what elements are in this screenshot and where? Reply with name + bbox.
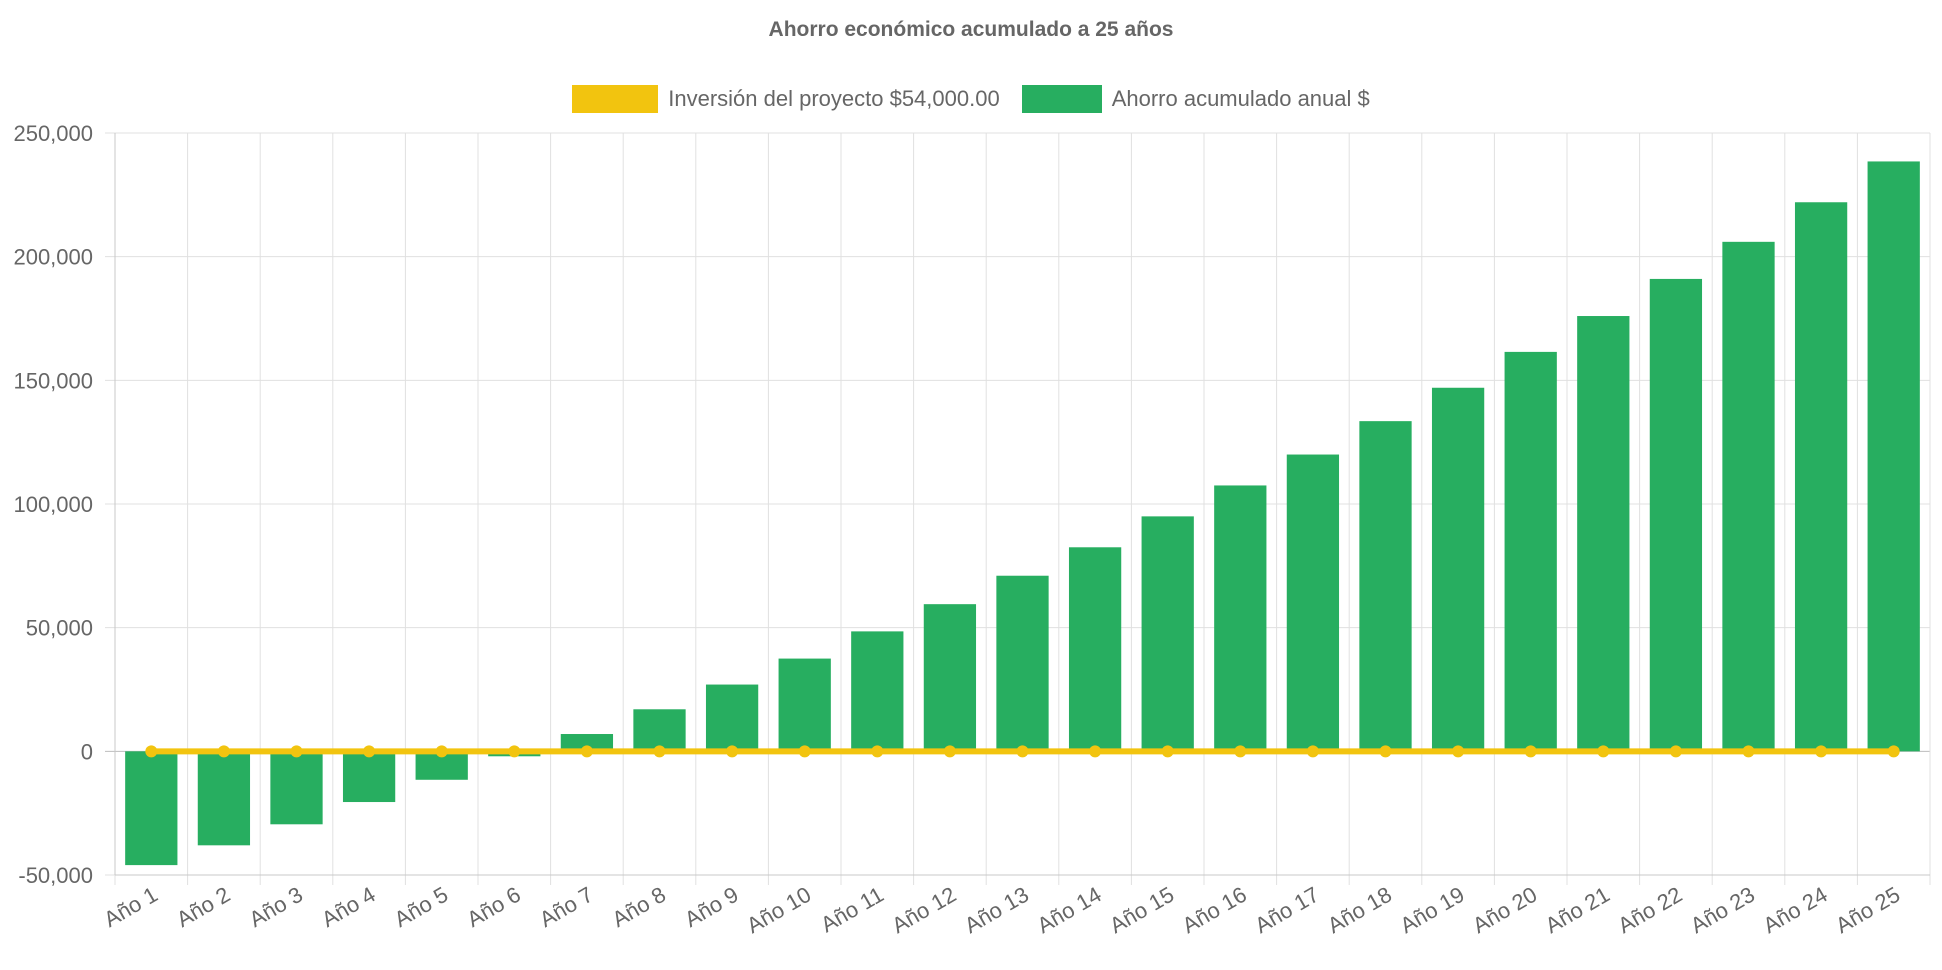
point-inversion-11 — [871, 745, 884, 758]
bar-ahorro-12 — [923, 604, 977, 752]
bar-ahorro-15 — [1141, 516, 1194, 752]
legend-item-investment[interactable]: Inversión del proyecto $54,000.00 — [572, 85, 1000, 113]
point-inversion-21 — [1597, 745, 1610, 758]
point-inversion-4 — [363, 745, 376, 758]
point-inversion-13 — [1016, 745, 1029, 758]
point-inversion-25 — [1887, 745, 1900, 758]
bar-ahorro-20 — [1504, 351, 1557, 752]
bar-ahorro-11 — [851, 631, 904, 752]
bar-ahorro-1 — [125, 751, 178, 866]
bar-ahorro-18 — [1359, 421, 1412, 752]
bar-ahorro-17 — [1286, 454, 1340, 752]
point-inversion-10 — [798, 745, 811, 758]
x-tick-label: Año 1 — [100, 882, 162, 932]
point-inversion-1 — [145, 745, 158, 758]
point-inversion-2 — [217, 745, 230, 758]
x-tick-label: Año 22 — [1614, 882, 1687, 939]
x-tick-label: Año 2 — [172, 882, 234, 932]
x-tick-label: Año 25 — [1831, 882, 1904, 939]
x-tick-label: Año 7 — [535, 882, 597, 932]
point-inversion-3 — [290, 745, 303, 758]
x-tick-label: Año 21 — [1541, 882, 1614, 939]
x-tick-label: Año 3 — [245, 882, 307, 932]
x-tick-label: Año 9 — [680, 882, 742, 932]
x-tick-label: Año 18 — [1323, 882, 1396, 939]
bar-ahorro-19 — [1431, 387, 1485, 752]
bar-ahorro-4 — [342, 751, 396, 803]
x-tick-label: Año 12 — [888, 882, 961, 939]
point-inversion-9 — [726, 745, 739, 758]
y-tick-label: 250,000 — [13, 121, 93, 146]
bar-ahorro-14 — [1068, 547, 1122, 752]
y-tick-label: 200,000 — [13, 245, 93, 270]
bar-ahorro-24 — [1794, 202, 1848, 752]
bar-ahorro-8 — [633, 709, 686, 752]
x-tick-label: Año 13 — [960, 882, 1033, 939]
x-tick-label: Año 5 — [390, 882, 452, 932]
x-tick-label: Año 10 — [742, 882, 815, 939]
point-inversion-17 — [1306, 745, 1319, 758]
point-inversion-22 — [1669, 745, 1682, 758]
x-tick-label: Año 11 — [816, 882, 887, 938]
y-tick-label: 100,000 — [13, 492, 93, 517]
point-inversion-5 — [435, 745, 448, 758]
chart-title: Ahorro económico acumulado a 25 años — [768, 18, 1174, 41]
x-tick-label: Año 17 — [1251, 882, 1324, 939]
point-inversion-7 — [580, 745, 593, 758]
point-inversion-15 — [1161, 745, 1174, 758]
bar-ahorro-21 — [1577, 316, 1630, 752]
point-inversion-6 — [508, 745, 521, 758]
point-inversion-20 — [1524, 745, 1537, 758]
x-tick-label: Año 20 — [1468, 882, 1541, 939]
x-tick-label: Año 4 — [317, 882, 379, 932]
x-tick-label: Año 16 — [1178, 882, 1251, 939]
y-tick-label: 0 — [81, 739, 93, 764]
bar-ahorro-22 — [1649, 278, 1703, 752]
x-tick-label: Año 15 — [1105, 882, 1178, 939]
x-tick-label: Año 8 — [608, 882, 670, 932]
bar-ahorro-23 — [1722, 241, 1775, 752]
y-tick-label: 50,000 — [26, 616, 93, 641]
x-tick-label: Año 6 — [463, 882, 525, 932]
point-inversion-8 — [653, 745, 666, 758]
y-tick-label: 150,000 — [13, 368, 93, 393]
bar-ahorro-25 — [1867, 161, 1920, 752]
x-tick-label: Año 19 — [1396, 882, 1469, 939]
legend-item-savings[interactable]: Ahorro acumulado anual $ — [1021, 85, 1370, 113]
y-tick-label: -50,000 — [18, 863, 93, 888]
x-tick-label: Año 24 — [1759, 882, 1832, 939]
legend-label-investment: Inversión del proyecto $54,000.00 — [668, 86, 1000, 111]
point-inversion-23 — [1742, 745, 1755, 758]
point-inversion-24 — [1815, 745, 1828, 758]
x-tick-label: Año 23 — [1686, 882, 1759, 939]
legend: Inversión del proyecto $54,000.00 Ahorro… — [0, 85, 1942, 113]
bar-ahorro-13 — [996, 575, 1049, 752]
legend-swatch-investment — [572, 85, 659, 113]
legend-label-savings: Ahorro acumulado anual $ — [1111, 86, 1370, 111]
bar-ahorro-9 — [705, 684, 759, 752]
point-inversion-12 — [943, 745, 956, 758]
point-inversion-14 — [1089, 745, 1102, 758]
point-inversion-16 — [1234, 745, 1247, 758]
x-tick-label: Año 14 — [1033, 882, 1106, 939]
bar-ahorro-2 — [197, 751, 251, 846]
bar-ahorro-3 — [270, 751, 323, 825]
point-inversion-18 — [1379, 745, 1392, 758]
legend-swatch-savings — [1021, 85, 1102, 113]
bar-ahorro-7 — [560, 734, 614, 752]
bar-ahorro-10 — [778, 658, 831, 752]
point-inversion-19 — [1452, 745, 1465, 758]
bar-ahorro-16 — [1214, 485, 1267, 752]
